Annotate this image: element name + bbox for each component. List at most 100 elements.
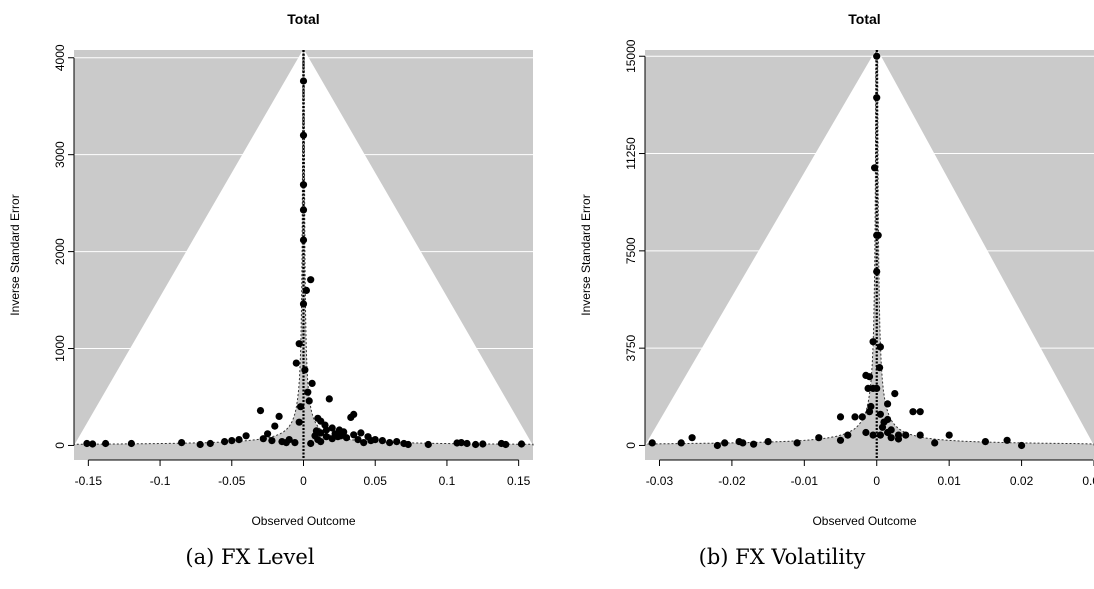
data-point — [887, 426, 895, 434]
y-tick-label: 4000 — [53, 44, 67, 71]
caption-fx-volatility: (b) FX Volatility — [698, 545, 866, 569]
data-point — [887, 434, 895, 442]
data-point — [865, 373, 874, 381]
data-point — [299, 300, 308, 308]
x-tick-label: 0.15 — [507, 474, 531, 488]
data-point — [873, 268, 881, 276]
x-tick-label: 0.02 — [1010, 474, 1034, 488]
data-point — [502, 440, 510, 449]
data-point — [902, 431, 910, 439]
data-point — [873, 52, 881, 60]
chart-title: Total — [848, 11, 880, 27]
y-axis-label: Inverse Standard Error — [8, 194, 22, 315]
data-point — [876, 431, 885, 439]
data-point — [386, 439, 394, 447]
data-point — [127, 439, 135, 448]
data-point — [851, 413, 859, 421]
data-point — [648, 439, 656, 447]
data-point — [256, 407, 265, 415]
data-point — [221, 438, 229, 446]
data-point — [102, 439, 110, 448]
data-point — [517, 440, 526, 448]
data-point — [867, 402, 875, 411]
data-point — [367, 437, 375, 445]
data-point — [945, 431, 953, 439]
data-point — [472, 440, 480, 449]
x-tick-label: 0.1 — [439, 474, 456, 488]
data-point — [836, 413, 845, 421]
data-point — [235, 436, 243, 444]
data-point — [869, 338, 877, 346]
data-point — [981, 438, 990, 446]
data-point — [325, 395, 333, 403]
data-point — [307, 276, 315, 284]
data-point — [916, 431, 924, 439]
data-point — [909, 408, 917, 416]
data-point — [815, 434, 823, 442]
funnel-region — [74, 50, 533, 446]
x-axis-label: Observed Outcome — [812, 514, 916, 528]
x-tick-label: -0.1 — [150, 474, 171, 488]
data-point — [876, 410, 885, 418]
data-point — [299, 131, 308, 139]
data-point — [305, 397, 313, 405]
data-point — [463, 439, 471, 448]
data-point — [304, 388, 312, 396]
data-point — [299, 206, 308, 214]
data-point — [874, 231, 882, 239]
data-point — [264, 430, 272, 438]
data-point — [844, 431, 852, 439]
data-point — [869, 384, 877, 392]
data-point — [206, 439, 214, 448]
data-point — [342, 434, 351, 442]
panel-fx-volatility: 0 3750 7500 11250 15000 -0.03 -0.02 -0.01 0 0.01 0… — [579, 11, 1094, 528]
x-tick-label: -0.02 — [718, 474, 746, 488]
data-point — [89, 440, 97, 448]
x-tick-label: 0 — [873, 474, 880, 488]
data-point — [307, 439, 315, 448]
y-tick-label: 1000 — [53, 335, 67, 362]
chart-title: Total — [287, 11, 319, 27]
data-point — [873, 94, 881, 102]
y-tick-label: 2000 — [53, 238, 67, 265]
data-point — [764, 438, 772, 446]
x-tick-label: 0.01 — [937, 474, 961, 488]
x-tick-label: -0.15 — [75, 474, 103, 488]
data-point — [350, 431, 358, 439]
data-point — [378, 437, 386, 445]
data-point — [713, 441, 722, 450]
y-tick-label: 15000 — [624, 39, 638, 73]
data-point — [178, 439, 186, 447]
y-axis-label: Inverse Standard Error — [579, 194, 593, 315]
data-point — [1003, 436, 1011, 444]
y-tick-label: 11250 — [624, 137, 638, 170]
data-point — [328, 424, 336, 432]
data-point — [878, 423, 887, 431]
data-point — [916, 408, 924, 416]
y-tick-label: 7500 — [624, 237, 638, 264]
data-point — [196, 440, 204, 449]
data-point — [299, 236, 308, 244]
y-tick-label: 3750 — [624, 334, 638, 361]
data-point — [299, 181, 308, 189]
data-point — [884, 415, 892, 424]
data-point — [334, 433, 342, 441]
x-axis-label: Observed Outcome — [251, 514, 355, 528]
data-point — [836, 436, 845, 444]
data-point — [677, 439, 685, 447]
data-point — [688, 434, 696, 442]
caption-fx-level: (a) FX Level — [185, 545, 315, 569]
x-tick-label: 0.03 — [1082, 474, 1094, 488]
data-point — [793, 439, 801, 447]
data-point — [228, 437, 236, 445]
data-point — [862, 428, 870, 437]
panel-fx-level: 0 1000 2000 3000 4000 -0.15 -0.1 -0.05 0 0.05 0.1 0… — [8, 11, 534, 528]
data-point — [301, 366, 309, 374]
data-point — [479, 440, 487, 448]
data-point — [347, 413, 355, 421]
data-point — [291, 439, 299, 447]
data-point — [424, 440, 432, 449]
data-point — [894, 435, 903, 443]
data-point — [404, 440, 412, 449]
data-point — [393, 438, 401, 446]
